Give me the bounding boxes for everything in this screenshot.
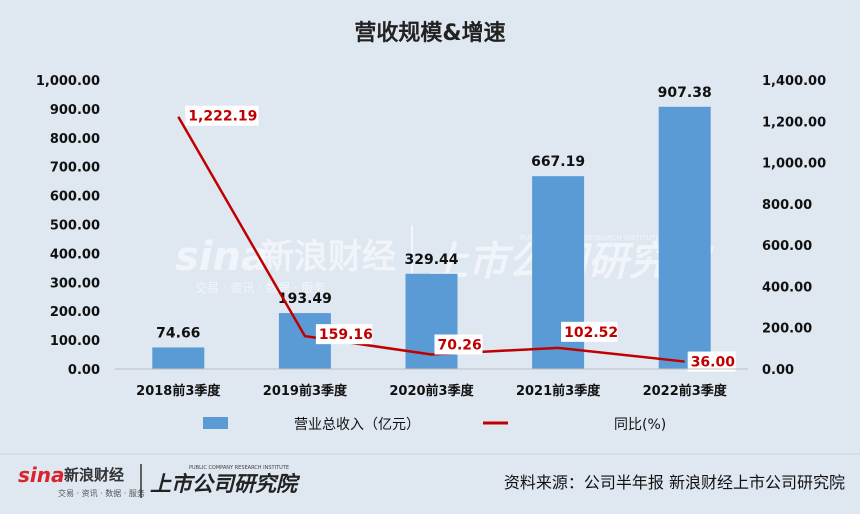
watermark-sina-cn: 新浪财经 (260, 237, 396, 277)
line-data-label: 159.16 (319, 327, 373, 343)
right-y-tick-label: 1,000.00 (762, 157, 826, 172)
legend-label-line: 同比(%) (614, 417, 666, 433)
line-data-label: 102.52 (564, 325, 618, 341)
left-y-tick-label: 200.00 (50, 305, 100, 320)
footer-logo-research: 上市公司研究院 (150, 472, 301, 496)
x-tick-label: 2022前3季度 (643, 383, 728, 399)
line-data-label: 70.26 (438, 337, 482, 353)
bar-series: 74.66 193.49 329.44 667.19 907.38 (152, 85, 712, 369)
right-y-tick-label: 800.00 (762, 198, 812, 213)
left-y-tick-label: 400.00 (50, 247, 100, 262)
bar-data-label: 193.49 (278, 291, 332, 307)
legend: 营业总收入（亿元） 同比(%) (203, 417, 666, 433)
left-y-tick-label: 900.00 (50, 103, 100, 118)
footer-logo-sina-sub: 交易 · 资讯 · 数据 · 服务 (58, 488, 145, 498)
line-label-background (687, 351, 736, 372)
line-label-background (434, 334, 483, 355)
x-tick-label: 2020前3季度 (389, 383, 474, 399)
left-y-tick-label: 100.00 (50, 334, 100, 349)
line-data-label: 1,222.19 (188, 109, 257, 125)
line-label-background (185, 105, 259, 126)
x-tick-label: 2019前3季度 (263, 383, 348, 399)
line-label-background (561, 321, 618, 342)
bar (152, 347, 205, 369)
bar-data-label: 74.66 (156, 325, 200, 341)
right-y-tick-label: 1,400.00 (762, 74, 826, 89)
footer-logo-sina-cn: 新浪财经 (64, 466, 124, 484)
watermark-research-en: PUBLIC COMPANY RESEARCH INSTITUTE (520, 234, 660, 242)
bar-data-label: 667.19 (531, 154, 585, 170)
left-y-tick-label: 800.00 (50, 132, 100, 147)
bar (658, 106, 711, 369)
axes: 0.00 100.00 200.00 300.00 400.00 500.00 600.00… (36, 74, 826, 399)
legend-label-bar: 营业总收入（亿元） (294, 417, 420, 433)
x-tick-label: 2018前3季度 (136, 383, 221, 399)
footer-logo-sina: sina (18, 463, 65, 487)
watermark-sina-sub: 交易 · 资讯 · 数据 · 服务 (195, 280, 325, 295)
line-series: 1,222.19 159.16 70.26 102.52 36.00 (177, 105, 736, 372)
watermark-sina: sina (175, 234, 268, 280)
growth-line (177, 116, 685, 363)
left-y-tick-label: 700.00 (50, 161, 100, 176)
right-y-tick-label: 200.00 (762, 322, 812, 337)
left-y-tick-label: 1,000.00 (36, 74, 100, 89)
right-y-tick-label: 1,200.00 (762, 115, 826, 130)
left-y-tick-label: 600.00 (50, 190, 100, 205)
legend-swatch-bar (203, 417, 228, 429)
source-note: 资料来源：公司半年报 新浪财经上市公司研究院 (504, 473, 845, 492)
left-y-tick-label: 0.00 (68, 363, 100, 378)
left-y-tick-label: 500.00 (50, 219, 100, 234)
right-y-tick-label: 400.00 (762, 280, 812, 295)
line-data-label: 36.00 (691, 355, 736, 371)
bar-data-label: 329.44 (404, 252, 458, 268)
left-y-tick-label: 300.00 (50, 276, 100, 291)
footer-logo-research-en: PUBLIC COMPANY RESEARCH INSTITUTE (189, 465, 289, 471)
right-y-tick-label: 0.00 (762, 363, 794, 378)
chart-title: 营收规模&增速 (354, 20, 505, 46)
line-label-background (315, 324, 373, 345)
bar-data-label: 907.38 (658, 85, 712, 101)
x-tick-label: 2021前3季度 (516, 383, 601, 399)
right-y-tick-label: 600.00 (762, 239, 812, 254)
